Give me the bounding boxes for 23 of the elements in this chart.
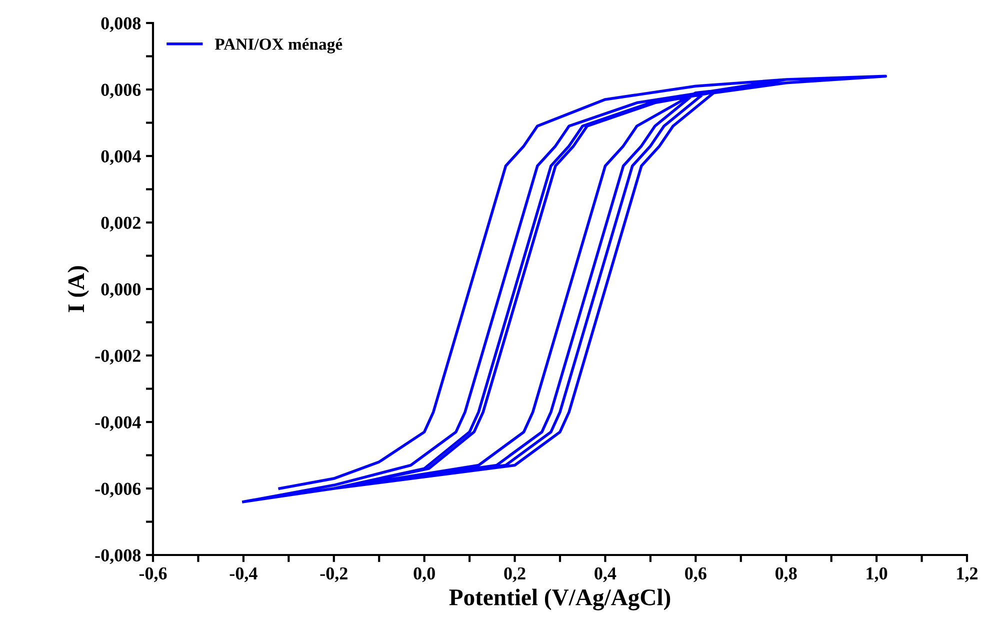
x-tick-label: -0,2 — [320, 567, 348, 582]
y-tick-label: -0,006 — [95, 482, 141, 498]
y-tick-label: 0,004 — [101, 150, 141, 166]
y-tick-label: 0,006 — [101, 84, 141, 99]
y-tick-label: 0,000 — [101, 283, 141, 298]
x-tick-label: 0,2 — [504, 567, 526, 582]
x-tick-label: -0,6 — [139, 567, 167, 582]
x-tick-label: 0,6 — [685, 567, 706, 582]
x-tick-label: 0,4 — [594, 567, 616, 582]
line-series — [242, 74, 887, 504]
x-tick-label: 1,0 — [866, 567, 888, 582]
x-tick-label: 0,0 — [414, 567, 435, 582]
y-tick-label: -0,008 — [95, 549, 141, 564]
legend-label: PANI/OX ménagé — [214, 38, 342, 54]
x-tick-label: 0,8 — [776, 567, 797, 582]
x-axis-title: Potentiel (V/Ag/AgCl) — [449, 588, 670, 610]
y-tick-label: 0,002 — [101, 216, 140, 232]
y-axis-title: I (A) — [68, 266, 89, 312]
y-tick-label: -0,002 — [95, 350, 140, 365]
x-tick-label: 1,2 — [957, 567, 978, 582]
y-tick-label: 0,008 — [101, 17, 141, 32]
y-tick-label: -0,004 — [95, 416, 141, 432]
x-tick-label: -0,4 — [230, 567, 258, 582]
